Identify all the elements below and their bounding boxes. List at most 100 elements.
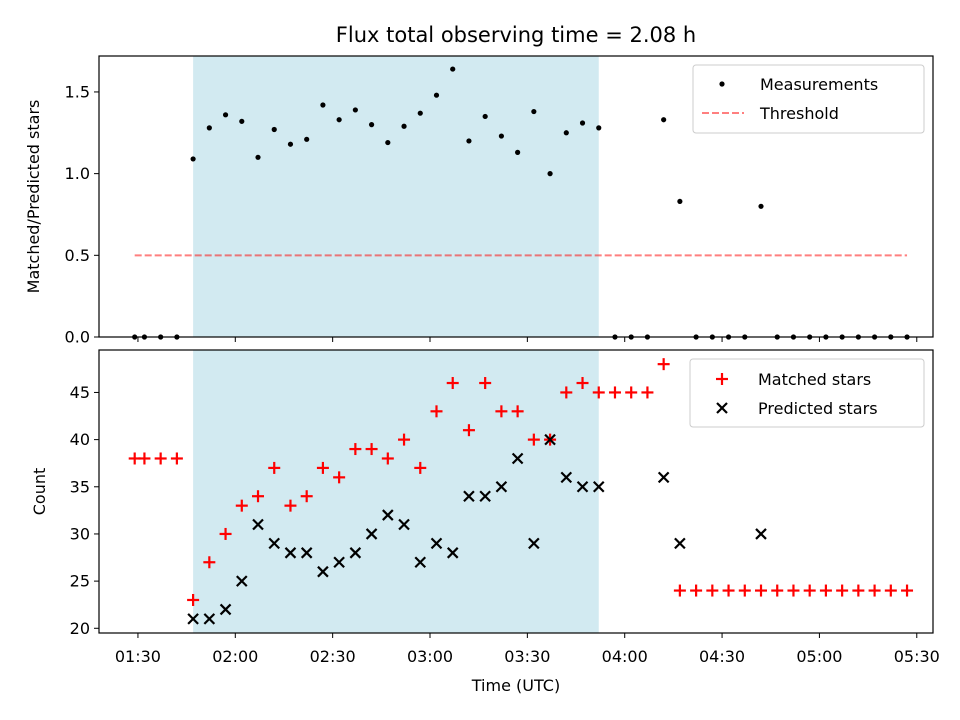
measurement-point [255, 154, 261, 160]
measurement-point [385, 139, 391, 146]
x-tick-label: 02:30 [310, 647, 356, 666]
matched-star-point [495, 405, 508, 418]
predicted-star-point [268, 537, 281, 550]
matched-star-point [901, 584, 914, 597]
matched-star-point [819, 584, 832, 597]
top-x-axis-ticks [137, 337, 918, 342]
matched-star-point [316, 461, 329, 474]
matched-star-point [430, 405, 443, 418]
measurement-point [304, 136, 310, 142]
legend-matched-marker [716, 373, 728, 385]
measurement-point [563, 130, 569, 136]
predicted-star-point [528, 537, 540, 550]
y-tick-label: 1.5 [65, 82, 90, 101]
matched-star-point [365, 443, 378, 456]
predicted-star-point [187, 613, 199, 625]
top-subplot: 0.0 0.5 1.0 1.5 Matched/Predicted stars Mea… [24, 55, 934, 347]
measurement-point [320, 102, 326, 108]
x-tick-label: 01:30 [115, 647, 161, 666]
measurement-point [368, 122, 375, 128]
matched-star-point [755, 584, 768, 597]
bottom-legend-box [689, 358, 925, 428]
predicted-star-point [365, 528, 378, 540]
predicted-star-point [479, 490, 491, 502]
predicted-star-point [674, 537, 686, 550]
legend-threshold-label: Threshold [759, 104, 839, 123]
predicted-star-point [592, 481, 605, 493]
matched-star-point [268, 461, 281, 474]
matched-star-point [625, 386, 638, 399]
top-y-axis-label: Matched/Predicted stars [24, 100, 43, 294]
y-tick-label: 45 [70, 383, 90, 402]
measurement-point [450, 66, 456, 72]
matched-star-point [479, 377, 492, 390]
legend-measurements-label: Measurements [760, 75, 878, 94]
predicted-star-point [495, 481, 508, 493]
predicted-star-point [544, 433, 556, 446]
matched-star-point [527, 433, 540, 446]
x-tick-label: 03:30 [504, 647, 550, 666]
y-tick-label: 40 [70, 430, 90, 449]
matched-star-point [349, 443, 362, 456]
x-axis-label: Time (UTC) [471, 676, 560, 695]
predicted-star-point [576, 481, 589, 493]
y-tick-label: 1.0 [65, 164, 90, 183]
legend-predicted-marker [716, 402, 728, 414]
y-tick-label: 35 [70, 477, 90, 496]
matched-star-point [170, 452, 183, 465]
matched-star-point [852, 584, 865, 597]
predicted-star-point [463, 490, 475, 502]
matched-star-point [252, 490, 265, 503]
predicted-star-point [755, 528, 767, 540]
measurement-point [758, 203, 764, 209]
matched-star-point [884, 584, 897, 597]
matched-star-point [381, 452, 394, 465]
predicted-star-point [236, 575, 248, 587]
measurement-point [466, 138, 472, 144]
predicted-star-point [511, 452, 524, 465]
matched-star-point [868, 584, 881, 597]
matched-star-point [462, 424, 475, 437]
matched-star-point [398, 433, 411, 446]
x-tick-label: 03:00 [407, 647, 453, 666]
matched-star-point [803, 584, 816, 597]
measurement-point [482, 113, 488, 120]
predicted-star-point [333, 556, 345, 569]
matched-star-point [722, 584, 735, 597]
x-tick-label: 05:00 [796, 647, 842, 666]
predicted-star-point [382, 509, 394, 521]
predicted-star-point [284, 547, 297, 559]
matched-star-point [673, 584, 686, 597]
predicted-star-point [203, 613, 216, 625]
matched-star-point [333, 471, 346, 484]
top-y-axis: 0.0 0.5 1.0 1.5 [65, 82, 99, 347]
predicted-star-point [317, 565, 329, 578]
x-tick-label: 05:30 [894, 647, 940, 666]
measurement-point [677, 198, 683, 205]
matched-star-point [608, 386, 621, 399]
y-tick-label: 25 [70, 572, 90, 591]
bottom-y-axis: 20 25 30 35 40 45 [70, 383, 99, 638]
matched-star-point [511, 405, 524, 418]
matched-star-point [771, 584, 784, 597]
predicted-star-point [219, 603, 232, 616]
matched-star-point [284, 499, 297, 512]
measurement-point [336, 117, 342, 123]
matched-star-point [203, 556, 216, 569]
predicted-star-point [300, 547, 313, 559]
x-tick-label: 02:00 [212, 647, 258, 666]
matched-star-point [836, 584, 849, 597]
matched-star-point [138, 452, 151, 465]
matched-star-point [787, 584, 800, 597]
matched-star-point [576, 377, 589, 390]
bottom-y-axis-label: Count [30, 468, 49, 516]
top-legend-box [692, 64, 925, 134]
measurement-point [222, 112, 229, 118]
measurement-point [287, 141, 294, 147]
bottom-shaded-region [193, 350, 599, 633]
measurement-point [190, 156, 196, 162]
x-tick-label: 04:00 [602, 647, 648, 666]
measurement-point [498, 133, 504, 139]
bottom-subplot: 20 25 30 35 40 45 01:30 02:00 02:30 03:00 03:30 04… [30, 349, 940, 695]
matched-star-point [592, 386, 605, 399]
